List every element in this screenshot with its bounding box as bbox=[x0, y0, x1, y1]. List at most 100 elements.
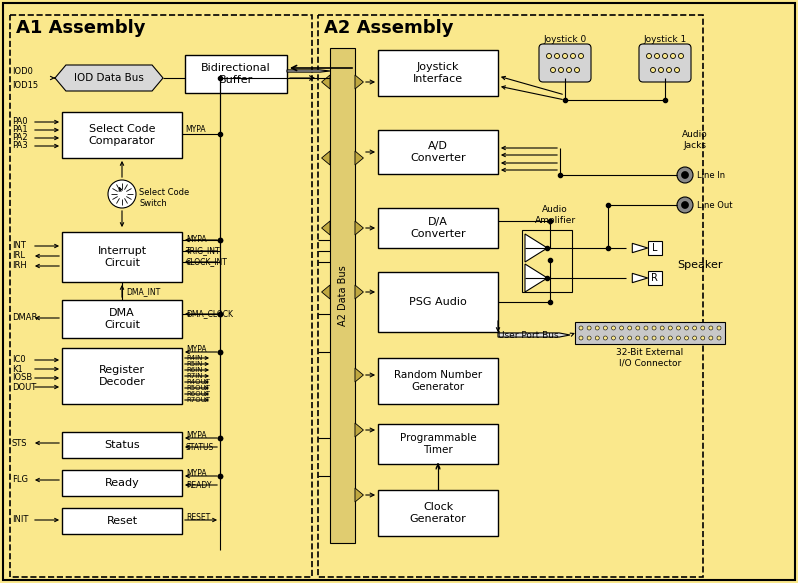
Text: DMA
Circuit: DMA Circuit bbox=[104, 308, 140, 330]
Circle shape bbox=[571, 54, 575, 58]
Polygon shape bbox=[355, 488, 363, 502]
Bar bbox=[378, 272, 498, 332]
Circle shape bbox=[660, 326, 664, 330]
Text: Reset: Reset bbox=[106, 516, 137, 526]
Circle shape bbox=[668, 336, 672, 340]
Circle shape bbox=[709, 326, 713, 330]
Text: DOUT: DOUT bbox=[12, 382, 36, 392]
Text: R7IN: R7IN bbox=[186, 373, 203, 379]
Text: R6IN: R6IN bbox=[186, 367, 203, 373]
Text: A2 Data Bus: A2 Data Bus bbox=[338, 265, 347, 326]
Circle shape bbox=[709, 336, 713, 340]
Circle shape bbox=[670, 54, 675, 58]
Polygon shape bbox=[355, 423, 363, 437]
Text: MYPA: MYPA bbox=[186, 236, 207, 244]
Circle shape bbox=[681, 202, 689, 209]
Circle shape bbox=[563, 54, 567, 58]
Circle shape bbox=[611, 336, 615, 340]
Text: STS: STS bbox=[12, 438, 27, 448]
Circle shape bbox=[674, 68, 680, 72]
Text: IRL: IRL bbox=[12, 251, 25, 261]
Bar bbox=[62, 112, 182, 158]
Text: IOD15: IOD15 bbox=[12, 82, 38, 90]
Circle shape bbox=[677, 336, 681, 340]
Circle shape bbox=[677, 167, 693, 183]
Circle shape bbox=[693, 326, 697, 330]
Polygon shape bbox=[355, 221, 363, 235]
Bar bbox=[378, 50, 498, 96]
Circle shape bbox=[717, 336, 721, 340]
Circle shape bbox=[619, 326, 623, 330]
Circle shape bbox=[547, 54, 551, 58]
Bar bbox=[62, 232, 182, 282]
Text: R5IN: R5IN bbox=[186, 361, 203, 367]
Bar bbox=[378, 424, 498, 464]
Bar bbox=[62, 470, 182, 496]
Text: Random Number
Generator: Random Number Generator bbox=[394, 370, 482, 392]
Text: READY: READY bbox=[186, 480, 211, 490]
Text: CLOCK_INT: CLOCK_INT bbox=[186, 258, 228, 266]
Circle shape bbox=[693, 336, 697, 340]
Polygon shape bbox=[322, 151, 330, 165]
Circle shape bbox=[579, 326, 583, 330]
Bar bbox=[62, 432, 182, 458]
Polygon shape bbox=[322, 285, 330, 299]
Text: IC0: IC0 bbox=[12, 356, 26, 364]
Text: R4IN: R4IN bbox=[186, 355, 203, 361]
Text: IOSB: IOSB bbox=[12, 374, 32, 382]
Text: Bidirectional
Buffer: Bidirectional Buffer bbox=[201, 63, 271, 85]
Polygon shape bbox=[632, 273, 648, 283]
Circle shape bbox=[628, 326, 632, 330]
Polygon shape bbox=[287, 70, 330, 72]
Circle shape bbox=[662, 54, 667, 58]
Circle shape bbox=[654, 54, 659, 58]
Text: L: L bbox=[652, 243, 658, 253]
Text: TRIG_INT: TRIG_INT bbox=[186, 247, 220, 255]
Text: ...: ... bbox=[12, 75, 20, 83]
Polygon shape bbox=[322, 221, 330, 235]
Circle shape bbox=[108, 180, 136, 208]
Bar bbox=[330, 48, 355, 543]
Circle shape bbox=[678, 54, 684, 58]
Text: Audio
Amplifier: Audio Amplifier bbox=[535, 205, 575, 224]
Text: R6OUT: R6OUT bbox=[186, 391, 210, 397]
Polygon shape bbox=[355, 368, 363, 382]
Polygon shape bbox=[632, 243, 648, 252]
Circle shape bbox=[555, 54, 559, 58]
Text: STATUS: STATUS bbox=[186, 442, 214, 451]
Text: A1 Assembly: A1 Assembly bbox=[16, 19, 145, 37]
Text: Ready: Ready bbox=[105, 478, 140, 488]
Bar bbox=[378, 208, 498, 248]
Circle shape bbox=[685, 336, 689, 340]
Text: R7OUT: R7OUT bbox=[186, 397, 210, 403]
Text: R: R bbox=[651, 273, 658, 283]
Text: K1: K1 bbox=[12, 364, 23, 374]
Circle shape bbox=[579, 336, 583, 340]
Text: Register
Decoder: Register Decoder bbox=[99, 365, 145, 387]
FancyBboxPatch shape bbox=[639, 44, 691, 82]
Bar bbox=[522, 230, 572, 292]
Text: Select Code
Comparator: Select Code Comparator bbox=[89, 124, 156, 146]
Text: DMA_INT: DMA_INT bbox=[126, 287, 160, 297]
Circle shape bbox=[567, 68, 571, 72]
Polygon shape bbox=[525, 264, 547, 292]
Bar bbox=[378, 490, 498, 536]
Circle shape bbox=[587, 326, 591, 330]
Polygon shape bbox=[322, 75, 330, 89]
Bar bbox=[318, 15, 703, 577]
Text: MYPA: MYPA bbox=[186, 469, 207, 477]
Bar bbox=[378, 358, 498, 404]
Text: Line In: Line In bbox=[697, 170, 725, 180]
Text: Clock
Generator: Clock Generator bbox=[409, 502, 466, 524]
Circle shape bbox=[575, 68, 579, 72]
Bar bbox=[378, 130, 498, 174]
Circle shape bbox=[595, 336, 599, 340]
Text: Interrupt
Circuit: Interrupt Circuit bbox=[97, 246, 147, 268]
Text: A/D
Converter: A/D Converter bbox=[410, 141, 466, 163]
Circle shape bbox=[666, 68, 671, 72]
Text: INIT: INIT bbox=[12, 515, 29, 525]
Text: DMA_CLOCK: DMA_CLOCK bbox=[186, 310, 233, 318]
Circle shape bbox=[658, 68, 663, 72]
Text: DMAR: DMAR bbox=[12, 314, 38, 322]
Circle shape bbox=[677, 326, 681, 330]
